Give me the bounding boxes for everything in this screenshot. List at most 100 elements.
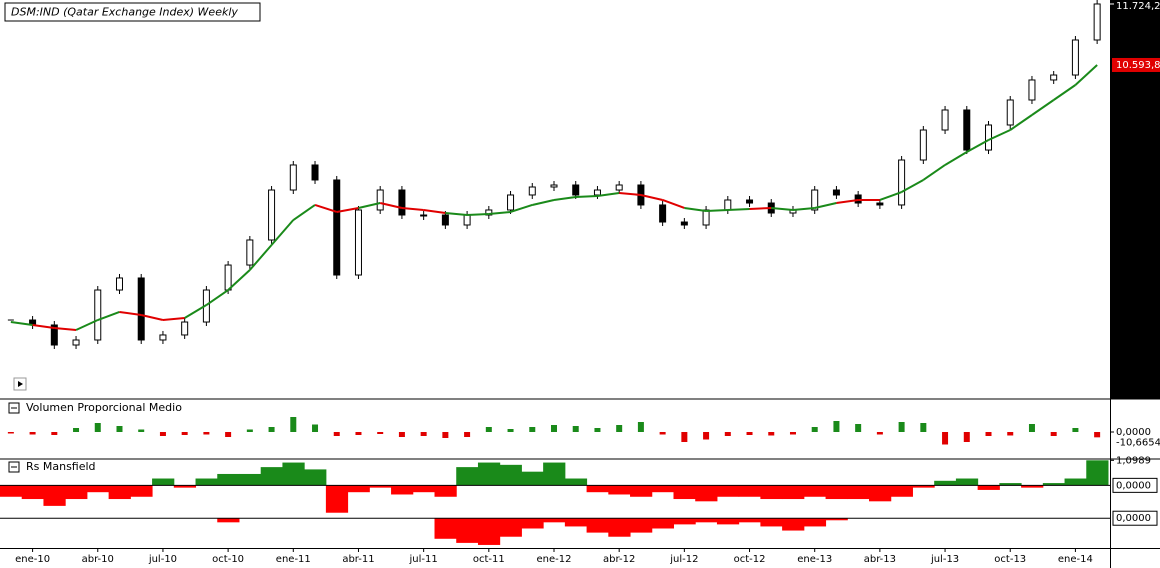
candle-body [441, 214, 449, 226]
candle-body [268, 189, 276, 241]
moving-average [553, 195, 576, 201]
indicator-bar [890, 485, 913, 497]
title-box [4, 2, 261, 22]
candle-body [507, 194, 515, 211]
indicator-bar [738, 518, 761, 523]
moving-average [10, 321, 33, 326]
indicator-bar [695, 518, 718, 523]
indicator-bar [29, 432, 36, 435]
indicator-bar [203, 432, 210, 435]
indicator-bar [898, 422, 905, 432]
indicator-bar [347, 485, 370, 493]
indicator-bar [782, 485, 805, 500]
indicator-bar [847, 485, 870, 500]
moving-average [749, 206, 772, 211]
x-tick-label: oct-10 [212, 554, 244, 565]
candle-body [702, 209, 710, 226]
moving-average [488, 210, 511, 215]
x-tick-label: abr-10 [82, 554, 114, 565]
indicator-bar [333, 432, 340, 436]
indicator-bar [716, 485, 740, 497]
moving-average [249, 244, 273, 271]
indicator-bar [630, 518, 653, 533]
x-tick-label: abr-12 [603, 554, 635, 565]
candle-body [289, 164, 297, 191]
indicator-bar [260, 467, 283, 486]
indicator-bar [377, 432, 384, 434]
indicator-bar [789, 432, 796, 435]
candle-body [1028, 79, 1036, 101]
moving-average [162, 316, 185, 322]
moving-average [814, 202, 837, 209]
moving-average [227, 269, 251, 291]
candle-body [985, 124, 993, 151]
indicator-bar [803, 485, 827, 497]
moving-average [401, 206, 424, 211]
candle-body [72, 339, 80, 346]
indicator-bar [456, 518, 479, 543]
indicator-bar [1064, 478, 1087, 486]
indicator-bar [217, 473, 240, 486]
moving-average [119, 310, 142, 316]
indicator-bar [0, 485, 23, 497]
candle-body [593, 189, 601, 196]
indicator-bar [586, 518, 609, 533]
indicator-bar [869, 485, 892, 502]
candle-body [311, 164, 319, 181]
indicator-bar [651, 518, 674, 529]
moving-average [423, 208, 446, 214]
moving-average [988, 129, 1011, 141]
indicator-bar [716, 518, 740, 525]
indicator-bar [94, 423, 101, 432]
indicator-bar [304, 469, 327, 486]
moving-average [640, 194, 663, 201]
indicator-bar [1028, 424, 1035, 432]
indicator-bar [811, 427, 818, 432]
indicator-bar [434, 518, 457, 539]
candle-body [724, 199, 732, 211]
y-tick-label: 0,0000 [1116, 513, 1151, 524]
candle-body [876, 202, 884, 206]
moving-average [792, 206, 815, 211]
indicator-bar [1007, 432, 1014, 436]
moving-average [706, 208, 728, 213]
moving-average [901, 179, 924, 193]
candle-body [1006, 99, 1014, 126]
indicator-bar [499, 518, 522, 537]
candle-body [919, 129, 927, 161]
moving-average [445, 212, 468, 216]
indicator-bar [855, 424, 862, 432]
x-tick-label: ene-11 [276, 554, 311, 565]
moving-average [662, 199, 685, 209]
x-tick-label: oct-12 [734, 554, 766, 565]
indicator-bar [521, 471, 544, 486]
indicator-bar [630, 485, 653, 497]
indicator-bar [152, 478, 175, 486]
candle-body [224, 264, 232, 291]
indicator-bar [586, 485, 609, 493]
moving-average [684, 206, 707, 212]
indicator-bar [1042, 483, 1066, 486]
indicator-bar [551, 425, 557, 432]
indicator-bar [746, 432, 753, 435]
moving-average [270, 219, 295, 246]
candle-body [181, 321, 189, 336]
moving-average [510, 204, 533, 213]
indicator-bar [116, 426, 123, 432]
indicator-bar [65, 485, 88, 500]
chart-title: DSM:IND (Qatar Exchange Index) Weekly [11, 6, 238, 19]
moving-average [1031, 99, 1055, 116]
moving-average [205, 289, 229, 306]
candle-body [115, 277, 123, 291]
indicator-bar [608, 485, 631, 495]
x-tick-label: jul-13 [930, 554, 959, 565]
indicator-bar [999, 483, 1022, 486]
indicator-bar [529, 427, 536, 432]
indicator-bar [594, 428, 601, 432]
indicator-bar [825, 485, 848, 500]
indicator-bar [507, 429, 514, 432]
indicator-bar [73, 428, 80, 432]
moving-average [922, 164, 946, 181]
moving-average [379, 202, 403, 209]
